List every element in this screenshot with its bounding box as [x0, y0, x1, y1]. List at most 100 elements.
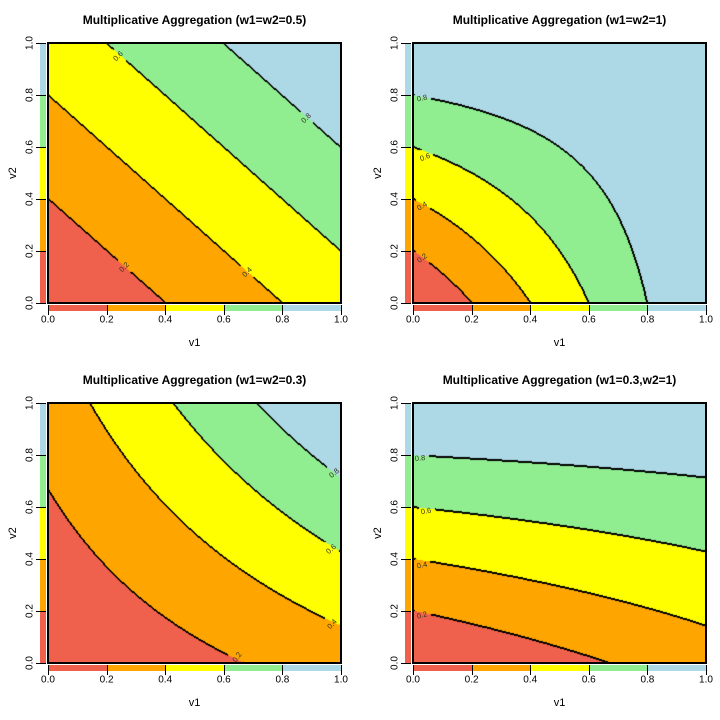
- x-axis-tick: [165, 665, 167, 675]
- x-axis-title: v1: [188, 697, 201, 709]
- left-color-strip-segment: [40, 403, 46, 455]
- left-color-strip-segment: [40, 95, 46, 147]
- left-color-strip-segment: [40, 147, 46, 199]
- bottom-color-strip-segment: [282, 665, 341, 671]
- y-axis-tick: [36, 455, 46, 456]
- y-axis-tick: [401, 95, 411, 96]
- x-tick-label: 0.2: [464, 674, 479, 686]
- y-axis-tick: [401, 403, 411, 404]
- y-axis-tick: [401, 147, 411, 148]
- y-axis-tick: [36, 95, 46, 96]
- y-tick-label: 0.4: [24, 552, 36, 566]
- x-axis-tick: [106, 665, 108, 675]
- x-axis-tick: [165, 305, 167, 315]
- y-axis-tick: [401, 507, 411, 508]
- y-tick-label: 0.0: [389, 296, 401, 310]
- x-tick-label: 0.4: [523, 314, 538, 326]
- contour-plot-canvas: [413, 403, 706, 663]
- x-axis-tick: [471, 305, 473, 315]
- bottom-color-strip-segment: [413, 305, 472, 311]
- x-axis-tick: [647, 665, 649, 675]
- left-color-strip-segment: [405, 611, 411, 663]
- x-tick-label: 0.6: [581, 314, 596, 326]
- y-tick-label: 1.0: [24, 396, 36, 410]
- y-axis-tick: [401, 455, 411, 456]
- y-tick-label: 0.8: [24, 448, 36, 462]
- y-tick-label: 0.8: [389, 448, 401, 462]
- x-tick-label: 1.0: [699, 314, 713, 326]
- left-color-strip-segment: [40, 455, 46, 507]
- x-tick-label: 0.8: [275, 674, 290, 686]
- bottom-color-strip-segment: [165, 665, 224, 671]
- bottom-color-strip-segment: [282, 305, 341, 311]
- x-axis-tick: [282, 305, 284, 315]
- x-axis-tick: [106, 305, 108, 315]
- x-tick-label: 0.6: [216, 674, 231, 686]
- bottom-color-strip-segment: [48, 305, 107, 311]
- x-tick-label: 0.2: [99, 674, 114, 686]
- left-color-strip-segment: [405, 507, 411, 559]
- y-axis-tick: [36, 507, 46, 508]
- y-axis-tick: [36, 147, 46, 148]
- y-tick-label: 1.0: [389, 396, 401, 410]
- y-axis-tick: [401, 663, 411, 664]
- x-axis-tick: [341, 665, 342, 675]
- y-axis-title: v2: [372, 167, 384, 179]
- y-tick-label: 0.4: [24, 192, 36, 206]
- left-color-strip-segment: [40, 507, 46, 559]
- panel-title-top-left: Multiplicative Aggregation (w1=w2=0.5): [82, 13, 307, 27]
- y-axis-title: v2: [372, 527, 384, 539]
- y-tick-label: 0.8: [24, 88, 36, 102]
- x-tick-label: 0.0: [406, 674, 420, 686]
- x-tick-label: 0.8: [640, 674, 655, 686]
- left-color-strip-segment: [40, 199, 46, 251]
- y-axis-tick: [36, 303, 46, 304]
- y-axis-tick: [401, 303, 411, 304]
- x-axis-tick: [48, 665, 49, 675]
- left-color-strip-segment: [405, 403, 411, 455]
- x-axis-tick: [647, 305, 649, 315]
- x-axis-tick: [706, 305, 707, 315]
- y-axis-tick: [401, 251, 411, 252]
- x-axis-title: v1: [553, 337, 566, 349]
- y-tick-label: 0.2: [24, 604, 36, 618]
- panel-title-bottom-right: Multiplicative Aggregation (w1=0.3,w2=1): [442, 373, 677, 387]
- y-axis-tick: [36, 611, 46, 612]
- y-axis-title: v2: [7, 527, 19, 539]
- contour-label: 0.4: [415, 559, 428, 571]
- y-tick-label: 0.6: [24, 140, 36, 154]
- contour-label: 0.6: [420, 505, 433, 517]
- bottom-color-strip-segment: [165, 305, 224, 311]
- bottom-color-strip-segment: [647, 665, 706, 671]
- x-tick-label: 0.4: [158, 674, 173, 686]
- x-tick-label: 0.2: [99, 314, 114, 326]
- x-axis-tick: [341, 305, 342, 315]
- x-tick-label: 1.0: [334, 674, 348, 686]
- y-axis-tick: [36, 43, 46, 44]
- left-color-strip-segment: [405, 455, 411, 507]
- y-tick-label: 0.8: [389, 88, 401, 102]
- y-tick-label: 0.6: [389, 500, 401, 514]
- left-color-strip-segment: [405, 199, 411, 251]
- contour-plot-canvas: [48, 403, 341, 663]
- y-tick-label: 0.0: [389, 656, 401, 670]
- left-color-strip-segment: [40, 559, 46, 611]
- x-tick-label: 0.6: [581, 674, 596, 686]
- y-axis-title: v2: [7, 167, 19, 179]
- x-axis-tick: [48, 305, 49, 315]
- panel-title-top-right: Multiplicative Aggregation (w1=w2=1): [452, 13, 667, 27]
- bottom-color-strip-segment: [530, 305, 589, 311]
- x-axis-tick: [223, 305, 225, 315]
- y-tick-label: 0.2: [24, 244, 36, 258]
- bottom-color-strip-segment: [588, 665, 648, 671]
- y-axis-tick: [36, 403, 46, 404]
- y-axis-tick: [36, 559, 46, 560]
- y-axis-tick: [36, 199, 46, 200]
- left-color-strip-segment: [405, 147, 411, 199]
- y-tick-label: 0.2: [389, 604, 401, 618]
- y-axis-tick: [401, 559, 411, 560]
- panel-title-bottom-left: Multiplicative Aggregation (w1=w2=0.3): [82, 373, 307, 387]
- y-tick-label: 0.6: [24, 500, 36, 514]
- bottom-color-strip-segment: [223, 665, 283, 671]
